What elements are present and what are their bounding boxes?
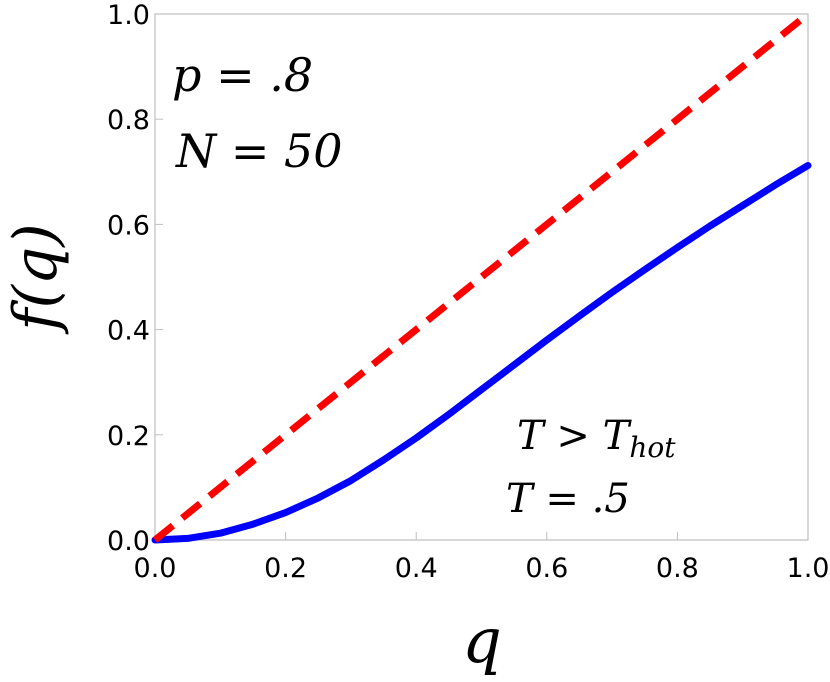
x-tick-label: 0.2 — [264, 553, 307, 584]
series-layer — [151, 11, 812, 544]
annotation-T-condition-sub: hot — [629, 431, 676, 464]
x-tick-label: 0.0 — [134, 553, 177, 584]
annotation-N: N = 50 — [175, 124, 343, 178]
x-axis-label: q — [462, 604, 502, 677]
annotation-p: p = .8 — [172, 48, 313, 102]
y-tick-label: 0.2 — [107, 421, 150, 452]
x-tick-label: 0.6 — [525, 553, 568, 584]
y-tick-label: 0.0 — [107, 526, 150, 557]
y-tick-labels: 0.0 0.2 0.4 0.6 0.8 1.0 — [107, 0, 150, 557]
annotation-T-value: T = .5 — [506, 476, 630, 522]
x-tick-labels: 0.0 0.2 0.4 0.6 0.8 1.0 — [134, 553, 830, 584]
y-tick-label: 0.8 — [107, 105, 150, 136]
y-tick-label: 0.6 — [107, 210, 150, 241]
y-tick-label: 1.0 — [107, 0, 150, 31]
series-line-solid-blue — [151, 162, 812, 544]
x-tick-label: 0.4 — [395, 553, 438, 584]
plot-frame — [154, 13, 809, 541]
annotation-T-condition-main: T > T — [517, 413, 633, 459]
y-tick-label: 0.4 — [107, 316, 150, 347]
axis-ticks — [154, 13, 809, 541]
x-tick-label: 0.8 — [656, 553, 699, 584]
x-tick-label: 1.0 — [787, 553, 830, 584]
annotation-T-condition: T > Thot — [517, 413, 676, 464]
y-axis-label: f(q) — [1, 223, 71, 334]
